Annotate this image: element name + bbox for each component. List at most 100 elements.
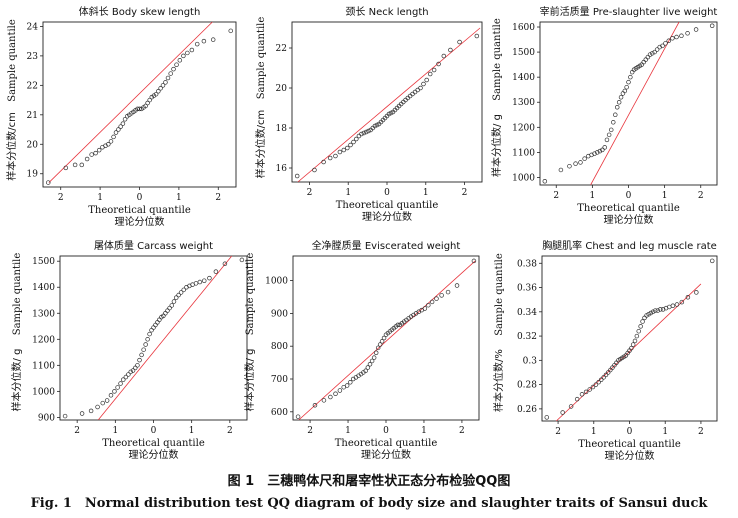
qq-point <box>629 345 634 351</box>
qq-point <box>445 289 451 295</box>
x-axis-label: Theoretical quantile <box>102 438 205 449</box>
qq-point <box>670 36 675 41</box>
qq-panel-5: 2 1 0 1 2 600 700 800 900 1000 全净膛质量 Eviscerated w… <box>243 239 480 461</box>
y-tick-label: 1300 <box>32 309 55 319</box>
qq-point <box>210 37 216 42</box>
qq-point <box>422 306 428 311</box>
y-tick-label: 20 <box>276 84 288 94</box>
qq-point <box>601 375 606 380</box>
qq-point <box>650 309 656 315</box>
chart-title: 颈长 Neck length <box>345 6 428 18</box>
qq-point <box>118 124 123 129</box>
y-axis-label-cn: 样本分位数/ g <box>243 349 256 412</box>
qq-panel-6: 2 1 0 1 2 0.26 0.28 0.3 0.32 0.34 0.36 0.38 胸腿肌率 Che… <box>492 239 718 462</box>
qq-point <box>679 299 685 305</box>
qq-point <box>128 369 133 375</box>
qq-point <box>363 129 369 135</box>
qq-point <box>636 328 641 334</box>
qq-point <box>165 308 170 313</box>
qq-point <box>96 147 102 153</box>
qq-point <box>666 38 671 44</box>
y-axis-label-cn: 样本分位数/ g <box>10 349 23 412</box>
y-tick-label: 900 <box>38 413 55 423</box>
plot-frame <box>539 21 718 186</box>
qq-point <box>130 368 136 373</box>
qq-point <box>628 74 633 80</box>
qq-point <box>118 381 123 386</box>
qq-point <box>137 106 142 112</box>
y-tick-label: 1400 <box>32 283 55 293</box>
qq-point <box>434 296 439 301</box>
figure-caption-cn: 图 1 三穗鸭体尺和屠宰性状正态分布检验QQ图 <box>227 474 511 489</box>
qq-point <box>194 41 200 47</box>
qq-point <box>371 355 377 360</box>
figure-caption-en: Fig. 1 Normal distribution test QQ diagr… <box>30 496 708 511</box>
qq-point <box>642 315 647 321</box>
y-tick-label: 22 <box>27 81 38 91</box>
qq-point <box>602 145 607 150</box>
y-axis-label: Sample quantile <box>12 253 23 336</box>
qq-point <box>638 324 643 329</box>
qq-point <box>567 163 572 169</box>
qq-point <box>46 180 51 185</box>
qq-point <box>189 47 195 53</box>
qq-point <box>454 283 460 288</box>
qq-point <box>181 53 186 59</box>
qq-point <box>685 295 691 300</box>
qq-point <box>108 139 114 144</box>
qq-point <box>568 404 574 409</box>
y-axis-label: Sample quantile <box>492 18 503 101</box>
x-tick-label: 2 <box>698 191 704 201</box>
qq-point <box>598 377 604 383</box>
qq-point <box>597 148 603 154</box>
chart-title: 胸腿肌率 Chest and leg muscle rate <box>542 239 717 252</box>
qq-point <box>421 81 426 87</box>
x-tick-label: 0 <box>627 427 633 437</box>
qq-point <box>426 302 431 308</box>
qq-point <box>448 47 453 53</box>
qq-point <box>618 94 624 100</box>
qq-point <box>410 91 415 97</box>
y-tick-label: 700 <box>271 375 288 385</box>
qq-point <box>674 302 680 307</box>
qq-point <box>126 372 131 377</box>
qq-point <box>679 33 684 39</box>
plot-frame <box>291 21 483 183</box>
x-tick-label: 1 <box>662 191 668 201</box>
y-tick-label: 24 <box>27 22 39 32</box>
y-tick-label: 21 <box>27 111 38 121</box>
qq-point <box>471 258 477 264</box>
x-tick-label: 1 <box>421 426 427 436</box>
y-tick-label: 0.3 <box>523 356 538 366</box>
chart-title: 全净膛质量 Eviscerated weight <box>312 239 461 252</box>
qq-point <box>145 100 150 106</box>
qq-point <box>603 372 609 378</box>
qq-point <box>153 322 158 328</box>
x-tick-label: 1 <box>345 426 351 436</box>
y-axis-label: Sample quantile <box>7 19 18 102</box>
y-axis-label-cn: 样本分位数/% <box>492 349 505 412</box>
qq-point <box>312 402 318 408</box>
qq-point <box>613 112 618 118</box>
x-tick-label: 1 <box>662 427 668 437</box>
y-tick-label: 1200 <box>512 123 535 133</box>
qq-point <box>592 151 597 156</box>
qq-point <box>587 387 592 392</box>
qq-point <box>100 400 106 406</box>
y-axis-label-cn: 样本分位数/cm <box>5 112 18 181</box>
qq-point <box>359 131 364 137</box>
y-tick-label: 1100 <box>512 148 535 158</box>
qq-point <box>377 342 383 347</box>
qq-point <box>104 398 110 403</box>
x-axis-label: Theoretical quantile <box>577 203 680 214</box>
y-tick-label: 0.38 <box>517 259 537 269</box>
qq-point <box>369 358 375 364</box>
x-tick-label: 1 <box>112 426 118 436</box>
qq-point <box>62 413 68 419</box>
qq-point <box>634 333 640 339</box>
x-axis-label-cn: 理论分位数 <box>362 210 412 223</box>
x-tick-label: 2 <box>227 426 233 436</box>
y-axis-label: Sample quantile <box>245 253 256 336</box>
y-tick-label: 0.32 <box>517 332 537 342</box>
